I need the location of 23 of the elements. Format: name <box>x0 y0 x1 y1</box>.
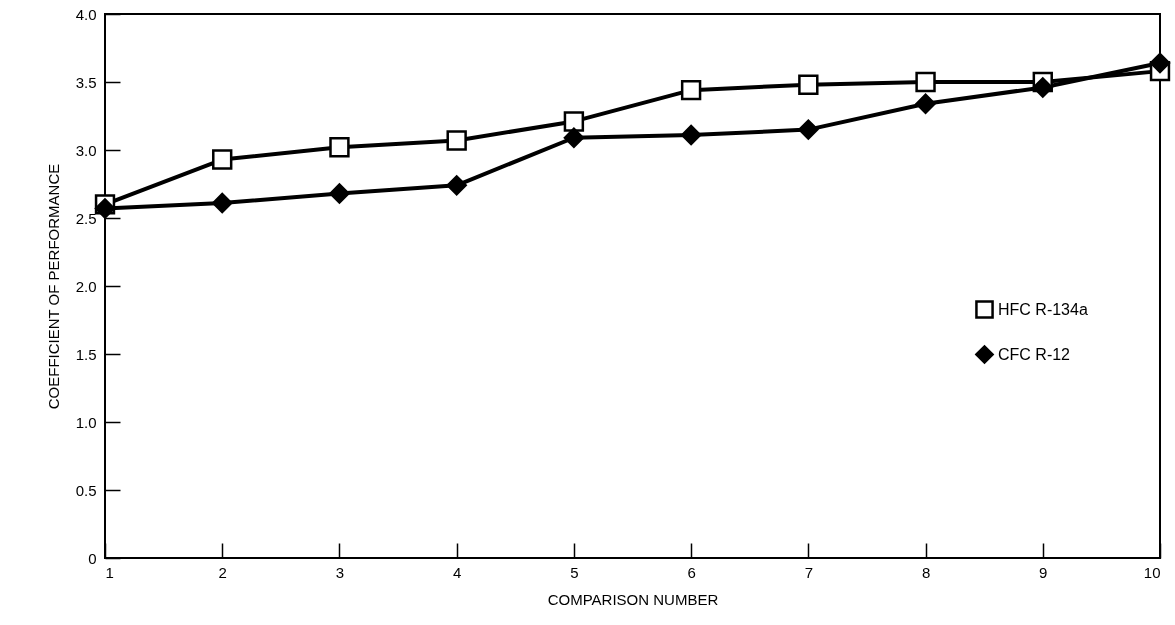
y-axis-title: COEFFICIENT OF PERFORMANCE <box>44 163 62 410</box>
x-tick-label: 2 <box>218 563 227 581</box>
y-tick-label: 3.0 <box>75 141 97 159</box>
y-tick-label: 0.5 <box>75 481 97 499</box>
x-tick-label: 1 <box>105 563 114 581</box>
x-tick-label: 4 <box>452 563 462 581</box>
y-tick-label: 2.0 <box>75 277 97 295</box>
legend-label: HFC R-134a <box>998 300 1088 318</box>
x-tick-label: 8 <box>921 563 931 581</box>
x-tick-label: 9 <box>1039 563 1048 581</box>
x-tick-label: 3 <box>335 563 345 581</box>
x-tick-label: 10 <box>1143 563 1161 581</box>
y-tick-label: 0 <box>88 549 97 567</box>
y-tick-label: 2.5 <box>75 209 97 227</box>
x-tick-label: 6 <box>687 563 696 581</box>
y-tick-label: 1.0 <box>75 413 97 431</box>
x-axis-title: COMPARISON NUMBER <box>547 590 719 608</box>
y-tick-label: 3.5 <box>75 73 97 91</box>
y-tick-label: 1.5 <box>75 345 97 363</box>
y-tick-label: 4.0 <box>75 5 97 23</box>
x-tick-label: 5 <box>570 563 579 581</box>
legend-label: CFC R-12 <box>998 345 1071 363</box>
x-tick-label: 7 <box>804 563 814 581</box>
